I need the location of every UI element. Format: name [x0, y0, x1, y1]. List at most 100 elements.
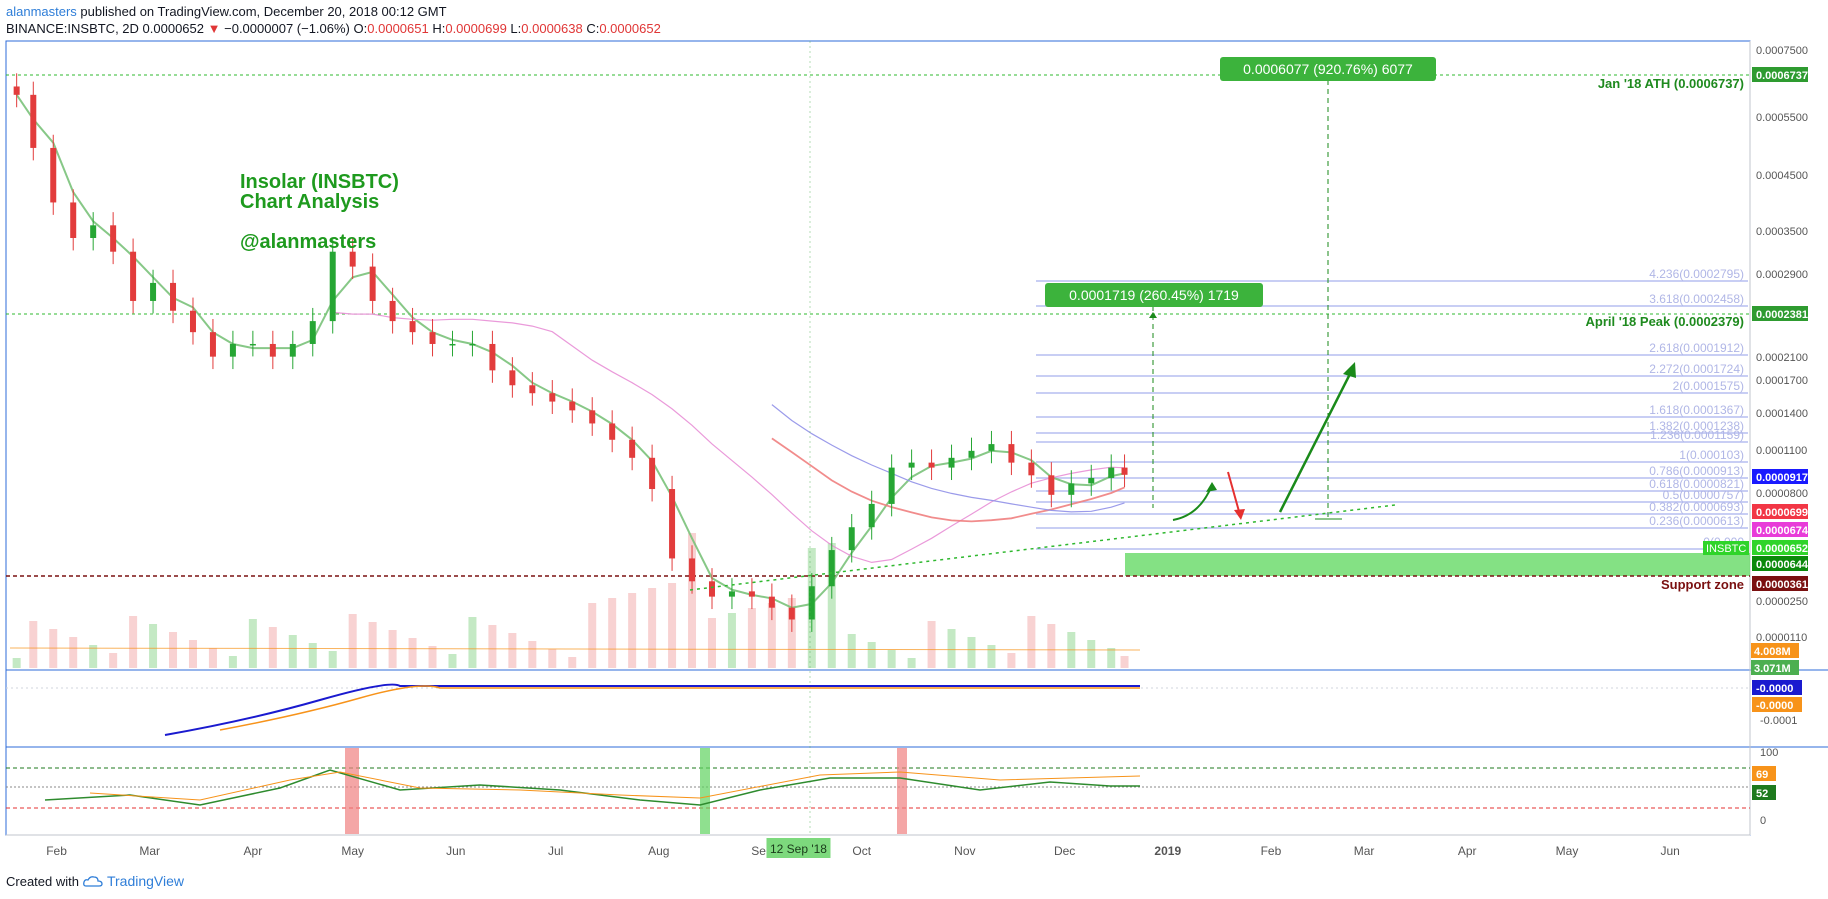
- volume-bar: [308, 643, 317, 668]
- time-tick-label: Mar: [1354, 844, 1375, 858]
- volume-bar: [867, 642, 876, 668]
- price-tick-label: 0.0003500: [1756, 226, 1808, 238]
- price-marker-box: [1752, 469, 1808, 484]
- down-arrow-icon: ▼: [207, 21, 221, 36]
- subtitle-text: Chart Analysis: [240, 191, 379, 213]
- volume-bar: [69, 637, 78, 668]
- l-label: L:: [510, 21, 522, 36]
- volume-ma: [9, 647, 1141, 651]
- volume-bar: [767, 603, 776, 668]
- candle-body: [888, 467, 895, 504]
- volume-bar: [288, 635, 297, 668]
- volume-bar: [428, 646, 437, 668]
- price-marker-label: 3.071M: [1754, 663, 1791, 675]
- price-marker-label: 0.0000917: [1756, 472, 1808, 484]
- volume-bar: [1047, 624, 1056, 668]
- candle-body: [209, 332, 216, 357]
- volume-bar: [268, 627, 277, 668]
- price-marker-box: [1751, 643, 1799, 658]
- time-tick-label: Aug: [648, 844, 669, 858]
- price-tick-label: 0.0000110: [1756, 632, 1807, 644]
- candle-body: [329, 251, 336, 322]
- candle-body: [489, 343, 496, 371]
- crosshair-date-box: [766, 838, 831, 858]
- candle-body: [708, 581, 715, 597]
- ascending-trendline: [689, 504, 1396, 591]
- volume-bar: [368, 622, 377, 668]
- volume-bar: [248, 619, 257, 668]
- candle-body: [1121, 467, 1128, 475]
- ohlc-line: BINANCE:INSBTC, 2D 0.0000652 ▼ −0.000000…: [6, 21, 661, 36]
- time-tick-label: Feb: [1261, 844, 1282, 858]
- volume-bar: [827, 543, 836, 668]
- price-axis[interactable]: 0.0007500 0.0005500 0.0004500 0.0003500 0.00…: [1703, 45, 1809, 827]
- candle-body: [768, 596, 775, 608]
- candle-body: [90, 225, 97, 238]
- price-marker-label: 0.0002381: [1756, 309, 1808, 321]
- volume-bar: [688, 533, 697, 668]
- candle-body: [130, 251, 137, 301]
- candle-body: [309, 321, 316, 344]
- candle-body: [1108, 467, 1115, 478]
- price-marker-box: [1752, 576, 1808, 591]
- candle-body: [50, 147, 57, 203]
- ath-level-label: Jan '18 ATH (0.0006737): [1598, 76, 1744, 91]
- price-tick-label: 0.0005500: [1756, 112, 1808, 124]
- candle-body: [828, 550, 835, 587]
- publish-line: alanmasters published on TradingView.com…: [6, 4, 447, 19]
- fib-label: 1.382(0.0001238): [1649, 419, 1744, 433]
- candle-body: [249, 343, 256, 346]
- fib-label: 0.382(0.0000693): [1649, 500, 1744, 514]
- price-marker-label: 0.0000361: [1756, 579, 1808, 591]
- volume-bar: [109, 653, 118, 668]
- tradingview-link[interactable]: TradingView: [106, 873, 185, 889]
- fib-label: 2.272(0.0001724): [1649, 362, 1744, 376]
- fib-label: 1(0.000103): [1679, 448, 1744, 462]
- rsi-tick-label: 0: [1760, 815, 1766, 827]
- volume-bar: [149, 624, 158, 668]
- macd-marker-label: -0.0000: [1756, 700, 1793, 712]
- symbol-label: BINANCE:INSBTC, 2D: [6, 21, 139, 36]
- time-axis[interactable]: Feb Mar Apr May Jun Jul Aug Sep Oct Nov Dec 2019 Feb…: [46, 838, 1680, 858]
- candle-body: [409, 321, 416, 333]
- volume-bar: [1087, 640, 1096, 668]
- price-marker-box: [1752, 556, 1808, 571]
- time-tick-label: Nov: [954, 844, 975, 858]
- rsi-marker-box: [1752, 766, 1776, 781]
- volume-bar: [448, 654, 457, 668]
- candle-body: [908, 462, 915, 468]
- price-tick-label: 0.0007500: [1756, 45, 1808, 57]
- author-link[interactable]: alanmasters: [6, 4, 77, 19]
- macd-pane: [6, 683, 1750, 736]
- candle-body: [369, 266, 376, 301]
- down-arrow-line: [1227, 471, 1241, 516]
- volume-bar: [907, 658, 916, 668]
- volume-bar: [548, 649, 557, 668]
- candle-body: [808, 586, 815, 620]
- volume-bar: [89, 645, 98, 668]
- price-marker-box: [1751, 660, 1799, 675]
- peak-gain-box: [1045, 283, 1263, 307]
- fib-label: 2.618(0.0001912): [1649, 341, 1744, 355]
- volume-bar: [707, 618, 716, 668]
- volume-bar: [129, 616, 138, 668]
- candle-body: [649, 457, 656, 490]
- insbtc-tag-box: [1703, 541, 1749, 555]
- support-zone-band: [1125, 553, 1750, 576]
- time-tick-label: Oct: [852, 844, 871, 858]
- ma-blue: [771, 404, 1125, 513]
- macd-marker-box: [1752, 697, 1802, 712]
- fib-labels: 4.236(0.0002795) 3.618(0.0002458) 2.618(0.…: [1649, 267, 1744, 549]
- price-tick-label: 0.0001400: [1756, 408, 1808, 420]
- volume-bar: [887, 650, 896, 668]
- rsi-marker-box: [1752, 785, 1776, 800]
- volume-bar: [947, 629, 956, 668]
- volume-bar: [987, 645, 996, 668]
- macd-marker-label: -0.0000: [1756, 683, 1793, 695]
- volume-bar: [508, 633, 517, 668]
- footer: Created with TradingView: [6, 873, 184, 889]
- candle-body: [70, 202, 77, 238]
- fib-label: 0.786(0.0000913): [1649, 464, 1744, 478]
- title-text: Insolar (INSBTC): [240, 171, 399, 193]
